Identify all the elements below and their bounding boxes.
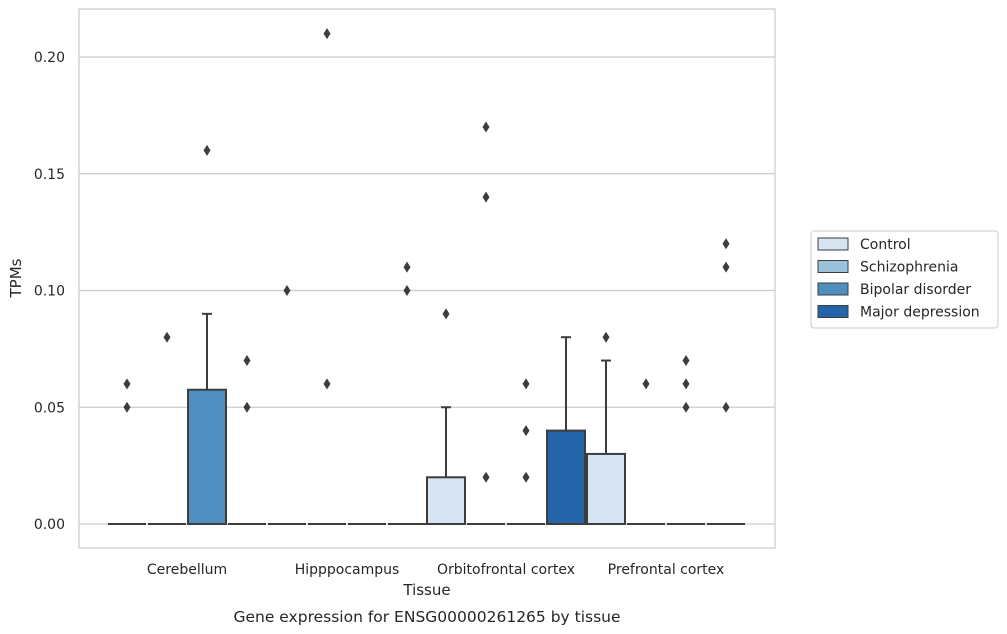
y-tick-label: 0.05 [34, 400, 65, 416]
outlier-point [522, 425, 530, 437]
outlier-point [283, 285, 291, 296]
legend-swatch [817, 237, 849, 251]
legend: Control Schizophrenia Bipolar disorder Majo… [810, 230, 999, 329]
legend-label: Schizophrenia [860, 260, 958, 276]
outlier-point [602, 331, 610, 343]
x-tick-label: Hipppocampus [295, 562, 400, 578]
x-axis-ticks: Cerebellum Hipppocampus Orbitofrontal cort… [147, 562, 724, 578]
box-major-depression [546, 336, 586, 526]
outlier-point [682, 378, 690, 390]
legend-swatch [817, 260, 849, 273]
box-control [426, 406, 466, 525]
x-tick-label: Prefrontal cortex [608, 562, 725, 578]
x-axis-label: Tissue [402, 581, 450, 599]
outlier-point [323, 28, 331, 40]
outlier-point [163, 331, 171, 343]
outlier-point [403, 285, 411, 296]
legend-swatch [817, 305, 849, 318]
outlier-point [482, 121, 490, 133]
outlier-point [123, 378, 131, 390]
outlier-point [243, 401, 251, 413]
boxes [108, 312, 745, 526]
outlier-point [442, 308, 450, 320]
plot-frame [78, 8, 776, 549]
y-tick-label: 0.10 [34, 284, 65, 300]
outlier-point [482, 471, 490, 483]
outlier-point [323, 378, 331, 390]
outlier-point [482, 191, 490, 203]
outlier-points [123, 28, 730, 483]
y-axis-label: TPMs [7, 258, 25, 298]
box-body [586, 452, 626, 526]
grid-lines [79, 56, 775, 525]
legend-items: Control Schizophrenia Bipolar disorder Majo… [817, 237, 980, 321]
outlier-point [642, 378, 650, 390]
outlier-point [203, 144, 211, 156]
outlier-point [243, 355, 251, 367]
legend-label: Control [860, 237, 911, 253]
outlier-point [522, 378, 530, 390]
x-tick-label: Orbitofrontal cortex [437, 562, 575, 578]
legend-swatch [817, 282, 849, 296]
y-tick-label: 0.20 [34, 50, 65, 66]
plot-area [78, 8, 776, 549]
box-bipolar-disorder [187, 312, 227, 525]
outlier-point [682, 355, 690, 367]
outlier-point [722, 238, 730, 250]
box-body [426, 476, 466, 525]
chart-title: Gene expression for ENSG00000261265 by t… [233, 608, 620, 626]
legend-label: Major depression [860, 305, 980, 321]
legend-frame [810, 230, 999, 329]
y-tick-label: 0.00 [34, 517, 65, 533]
y-tick-label: 0.15 [34, 167, 65, 183]
box-control [586, 359, 626, 526]
outlier-point [403, 261, 411, 273]
outlier-point [522, 471, 530, 483]
outlier-point [722, 261, 730, 273]
outlier-point [123, 401, 131, 413]
box-body [187, 388, 227, 525]
outlier-point [722, 401, 730, 413]
outlier-point [682, 401, 690, 413]
legend-label: Bipolar disorder [860, 282, 971, 298]
y-axis-ticks: 0.00 0.05 0.10 0.15 0.20 [34, 50, 65, 533]
x-tick-label: Cerebellum [147, 562, 227, 578]
box-body [546, 429, 586, 526]
